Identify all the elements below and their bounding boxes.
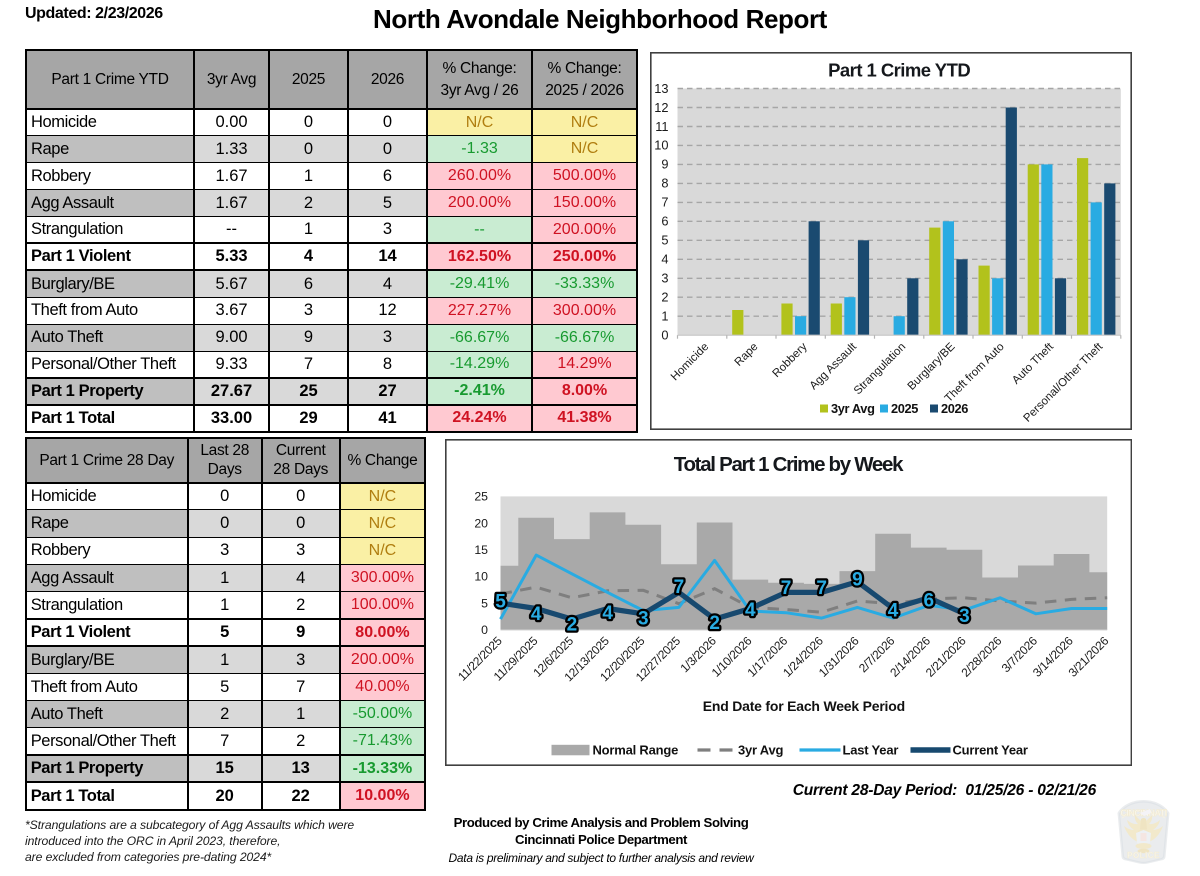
svg-text:2025: 2025: [891, 401, 918, 416]
svg-text:7: 7: [780, 578, 791, 599]
svg-text:7: 7: [816, 578, 827, 599]
svg-text:Current Year: Current Year: [952, 742, 1027, 757]
svg-text:3yr Avg: 3yr Avg: [831, 401, 875, 416]
svg-text:2: 2: [566, 615, 577, 636]
svg-text:25: 25: [474, 490, 488, 504]
svg-text:4: 4: [745, 600, 756, 621]
svg-text:10: 10: [654, 137, 668, 152]
svg-text:2: 2: [709, 613, 720, 634]
svg-text:POLICE: POLICE: [1127, 851, 1160, 860]
svg-text:20: 20: [474, 516, 488, 530]
svg-text:3yr Avg: 3yr Avg: [737, 742, 783, 757]
svg-text:15: 15: [474, 543, 488, 557]
svg-text:6: 6: [661, 213, 668, 228]
svg-text:End Date for Each Week Period: End Date for Each Week Period: [702, 698, 904, 714]
svg-text:4: 4: [887, 601, 898, 622]
svg-text:5: 5: [661, 232, 668, 247]
svg-text:5: 5: [481, 596, 488, 610]
svg-text:11: 11: [655, 118, 668, 133]
svg-text:7: 7: [673, 577, 684, 598]
svg-text:9: 9: [661, 156, 668, 171]
svg-text:13: 13: [654, 80, 668, 95]
svg-text:0: 0: [481, 623, 488, 637]
svg-text:4: 4: [530, 604, 541, 625]
svg-text:Last Year: Last Year: [842, 742, 898, 757]
svg-text:6: 6: [923, 590, 934, 611]
svg-text:1: 1: [661, 308, 668, 323]
svg-text:2026: 2026: [941, 401, 968, 416]
svg-text:4: 4: [602, 603, 613, 624]
svg-text:9: 9: [852, 569, 863, 590]
svg-text:Normal Range: Normal Range: [592, 742, 678, 757]
svg-text:8: 8: [661, 175, 668, 190]
svg-text:2: 2: [661, 289, 668, 304]
svg-text:3: 3: [638, 608, 649, 629]
svg-text:3: 3: [959, 606, 970, 627]
svg-text:10: 10: [474, 570, 488, 584]
svg-text:Total Part 1 Crime by Week: Total Part 1 Crime by Week: [673, 453, 903, 476]
svg-text:0: 0: [661, 327, 668, 342]
svg-text:Part 1 Crime YTD: Part 1 Crime YTD: [828, 59, 970, 80]
svg-text:7: 7: [661, 194, 668, 209]
svg-text:5: 5: [495, 592, 506, 613]
svg-text:3: 3: [661, 270, 668, 285]
svg-text:4: 4: [661, 251, 668, 266]
svg-text:12: 12: [654, 99, 668, 114]
